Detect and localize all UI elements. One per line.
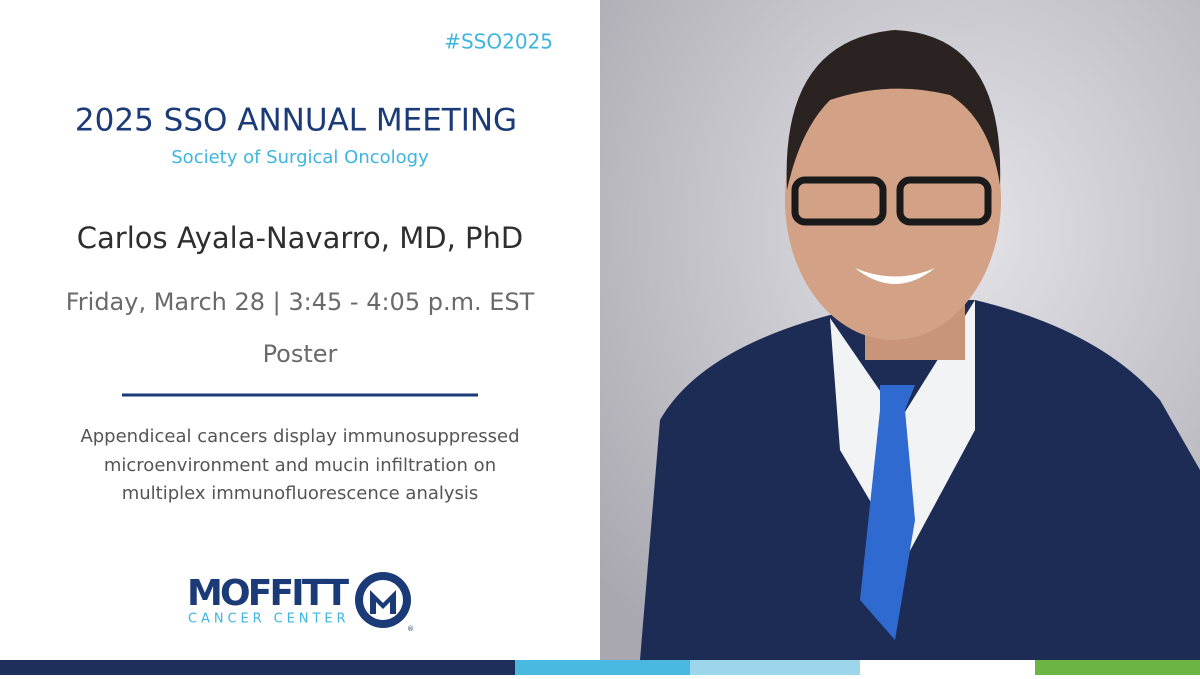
speaker-name: Carlos Ayala-Navarro, MD, PhD: [77, 221, 523, 255]
left-panel: [0, 0, 600, 660]
title: 2025 SSO ANNUAL MEETING: [75, 103, 517, 139]
hashtag: #SSO2025: [444, 30, 553, 54]
registered-mark: ®: [407, 625, 414, 633]
logo-name: MOFFITT: [187, 573, 349, 614]
logo-subtitle: CANCER CENTER: [188, 612, 348, 627]
bottom-stripe: [0, 660, 1200, 675]
session-datetime: Friday, March 28 | 3:45 - 4:05 p.m. EST: [66, 288, 535, 316]
logo: MOFFITT CANCER CENTER ®: [187, 572, 414, 633]
session-type: Poster: [263, 340, 338, 368]
abstract-line: multiplex immunofluorescence analysis: [122, 483, 479, 504]
speaker-photo: [600, 0, 1200, 660]
subtitle: Society of Surgical Oncology: [171, 147, 429, 168]
abstract-line: microenvironment and mucin infiltration …: [104, 455, 496, 476]
abstract-line: Appendiceal cancers display immunosuppre…: [80, 426, 519, 447]
